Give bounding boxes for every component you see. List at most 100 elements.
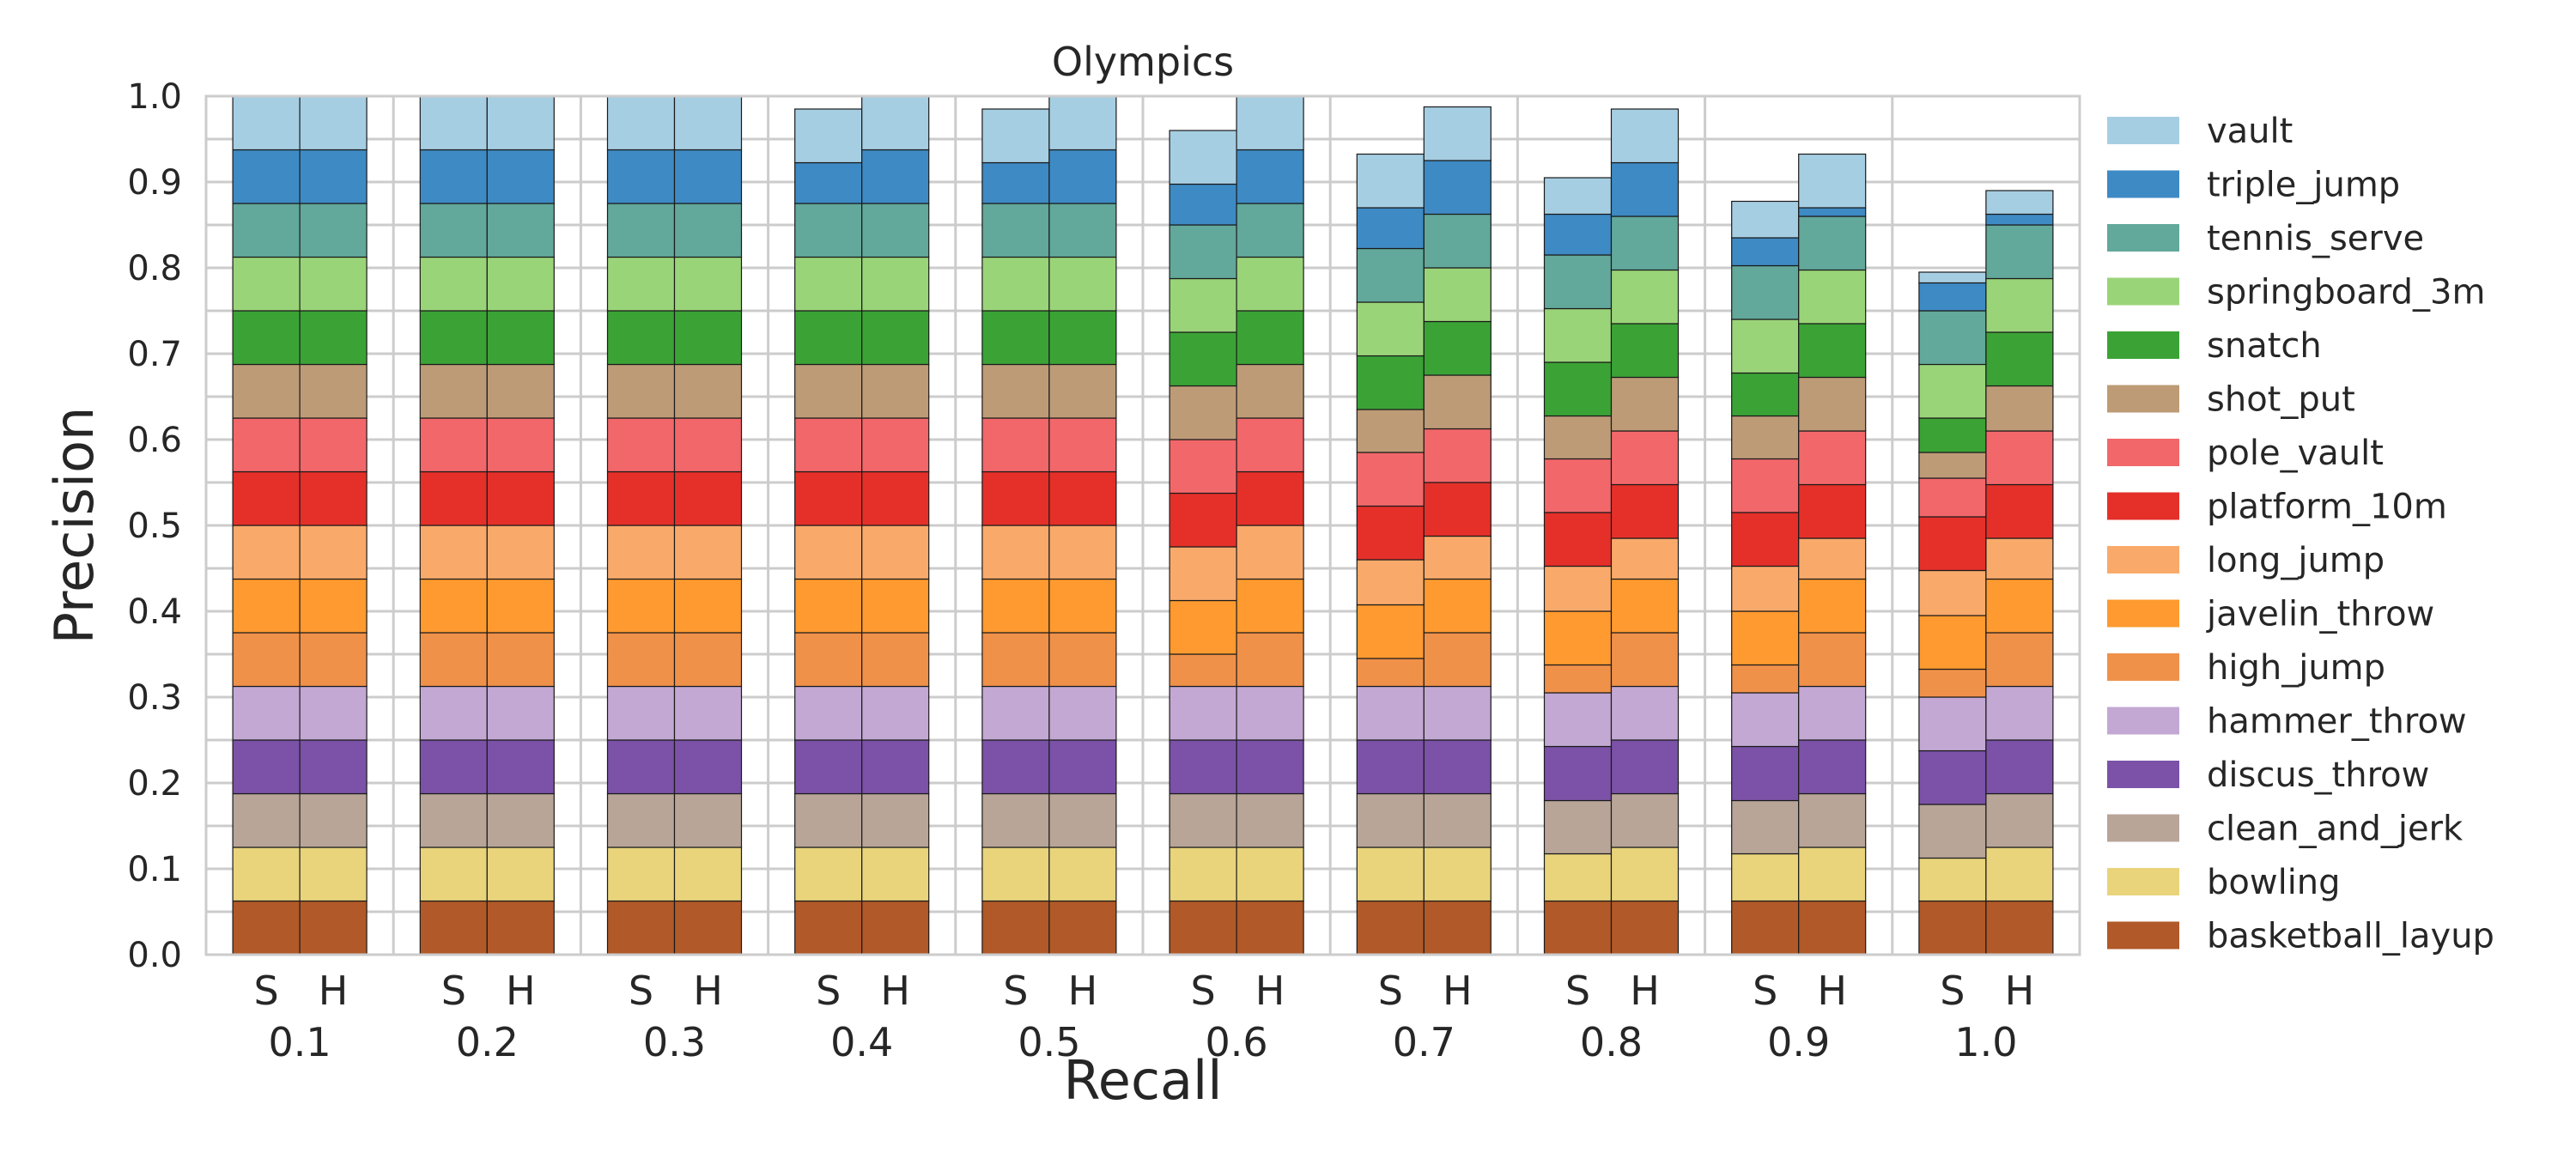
bar-segment-pole_vault-S-1.0 [1918, 477, 1987, 518]
legend-label-high_jump: high_jump [2207, 648, 2385, 688]
legend-swatch-long_jump [2107, 546, 2179, 573]
legend-label-springboard_3m: springboard_3m [2207, 273, 2485, 313]
y-tick-label: 0.0 [127, 936, 182, 975]
bar-segment-snatch-H-0.1 [299, 310, 368, 366]
bar-segment-springboard_3m-S-0.8 [1543, 307, 1613, 363]
bar-segment-pole_vault-H-0.2 [486, 417, 555, 473]
bar-segment-springboard_3m-S-0.7 [1356, 301, 1425, 357]
legend-swatch-high_jump [2107, 653, 2179, 681]
legend-label-pole_vault: pole_vault [2207, 434, 2384, 473]
bar-segment-basketball_layup-S-0.8 [1543, 900, 1613, 956]
bar-segment-snatch-S-1.0 [1918, 417, 1987, 453]
bar-segment-platform_10m-S-0.4 [794, 470, 863, 526]
x-axis-ticks: S H0.1S H0.2S H0.3S H0.4S H0.5S H0.6S H0.7S H0.8… [253, 968, 2034, 1065]
bar-segment-bowling-S-0.8 [1543, 853, 1613, 902]
x-tick-label: 0.9 [1767, 1019, 1830, 1065]
bar-segment-basketball_layup-S-1.0 [1918, 900, 1987, 956]
bar-segment-vault-S-0.1 [232, 95, 301, 151]
bar-label-H: H [1443, 968, 1473, 1014]
bar-segment-triple_jump-H-0.2 [486, 149, 555, 204]
bar-segment-tennis_serve-H-0.8 [1610, 215, 1680, 271]
bar-segment-high_jump-S-1.0 [1918, 668, 1987, 698]
bar-segment-javelin_throw-S-0.2 [419, 578, 488, 634]
bar-segment-pole_vault-H-0.6 [1236, 417, 1304, 473]
bar-segment-javelin_throw-H-0.1 [299, 578, 368, 634]
bar-segment-long_jump-S-0.8 [1543, 565, 1613, 612]
bar-segment-hammer_throw-S-0.4 [794, 685, 863, 741]
bar-segment-javelin_throw-H-0.8 [1610, 578, 1680, 634]
x-axis-label: Recall [1064, 1049, 1223, 1112]
bar-segment-discus_throw-H-0.9 [1798, 739, 1867, 795]
bar-segment-pole_vault-H-0.9 [1798, 430, 1867, 486]
bar-segment-platform_10m-S-0.6 [1169, 492, 1237, 548]
bar-segment-discus_throw-S-0.4 [794, 739, 863, 795]
bar-segment-bowling-S-0.5 [981, 846, 1050, 902]
bar-segment-hammer_throw-H-0.4 [861, 685, 930, 741]
bar-segment-springboard_3m-S-0.4 [794, 256, 863, 312]
bar-segment-high_jump-S-0.5 [981, 632, 1050, 688]
bar-segment-clean_and_jerk-S-0.8 [1543, 799, 1613, 855]
bar-segment-discus_throw-S-0.6 [1169, 739, 1237, 795]
bar-segment-clean_and_jerk-S-0.3 [606, 792, 676, 848]
bar-segment-high_jump-H-0.7 [1423, 632, 1492, 688]
bar-segment-basketball_layup-S-0.2 [419, 900, 488, 956]
bar-segment-snatch-S-0.4 [794, 310, 863, 366]
legend-swatch-clean_and_jerk [2107, 814, 2179, 842]
bar-label-H: H [2005, 968, 2035, 1014]
bar-segment-triple_jump-H-0.5 [1048, 149, 1117, 204]
bar-segment-snatch-S-0.2 [419, 310, 488, 366]
y-axis-label: Precision [43, 407, 106, 645]
bar-segment-clean_and_jerk-S-0.1 [232, 792, 301, 848]
legend-swatch-tennis_serve [2107, 224, 2179, 252]
y-tick-label: 0.5 [127, 507, 182, 546]
bar-segment-vault-H-1.0 [1985, 190, 2054, 215]
y-axis-ticks: 0.0 0.1 0.2 0.3 0.4 0.5 0.6 0.7 0.8 0.9 1.0 [127, 77, 182, 975]
legend-label-clean_and_jerk: clean_and_jerk [2207, 810, 2464, 849]
bar-segment-high_jump-H-0.6 [1236, 632, 1304, 688]
bar-segment-clean_and_jerk-H-0.8 [1610, 792, 1680, 848]
bar-segment-hammer_throw-S-0.6 [1169, 685, 1237, 741]
bar-label-S: S [1003, 968, 1028, 1014]
bar-segment-clean_and_jerk-H-0.1 [299, 792, 368, 848]
bar-segment-bowling-H-0.7 [1423, 846, 1492, 902]
y-tick-label: 0.9 [127, 163, 182, 203]
bar-segment-long_jump-H-1.0 [1985, 537, 2054, 580]
bar-segment-discus_throw-S-0.2 [419, 739, 488, 795]
bar-segment-vault-H-0.8 [1610, 108, 1680, 164]
x-tick-label: 0.1 [269, 1019, 331, 1065]
bar-segment-shot_put-S-0.3 [606, 363, 676, 419]
bar-segment-bowling-H-1.0 [1985, 846, 2054, 902]
bar-segment-tennis_serve-S-1.0 [1918, 310, 1987, 366]
bar-segment-triple_jump-S-0.2 [419, 149, 488, 204]
bar-segment-pole_vault-H-0.5 [1048, 417, 1117, 473]
bar-segment-pole_vault-S-0.2 [419, 417, 488, 473]
bar-segment-vault-S-0.6 [1169, 130, 1237, 185]
bar-segment-springboard_3m-H-1.0 [1985, 277, 2054, 333]
bar-segment-javelin_throw-S-0.4 [794, 578, 863, 634]
legend-label-discus_throw: discus_throw [2207, 755, 2429, 795]
x-tick-label: 0.6 [1206, 1019, 1268, 1065]
bar-segment-hammer_throw-S-0.1 [232, 685, 301, 741]
bar-segment-long_jump-S-0.9 [1731, 565, 1800, 612]
bar-segment-snatch-H-0.4 [861, 310, 930, 366]
bar-segment-tennis_serve-S-0.1 [232, 203, 301, 258]
bar-segment-high_jump-S-0.3 [606, 632, 676, 688]
bar-segment-discus_throw-S-0.1 [232, 739, 301, 795]
bar-segment-shot_put-S-0.6 [1169, 385, 1237, 440]
bar-segment-pole_vault-H-1.0 [1985, 430, 2054, 486]
bar-segment-high_jump-S-0.9 [1731, 664, 1800, 694]
bar-segment-long_jump-S-0.1 [232, 525, 301, 580]
bar-label-S: S [1753, 968, 1777, 1014]
legend-swatch-vault [2107, 117, 2179, 144]
bar-segment-shot_put-H-0.1 [299, 363, 368, 419]
bar-segment-bowling-S-0.2 [419, 846, 488, 902]
bar-segment-long_jump-H-0.6 [1236, 525, 1304, 580]
legend-label-tennis_serve: tennis_serve [2207, 219, 2424, 258]
bar-segment-clean_and_jerk-H-0.7 [1423, 792, 1492, 848]
bar-segment-springboard_3m-S-0.1 [232, 256, 301, 312]
bar-segment-discus_throw-H-0.5 [1048, 739, 1117, 795]
bar-segment-springboard_3m-H-0.5 [1048, 256, 1117, 312]
bar-label-S: S [1190, 968, 1215, 1014]
bar-segment-high_jump-S-0.2 [419, 632, 488, 688]
